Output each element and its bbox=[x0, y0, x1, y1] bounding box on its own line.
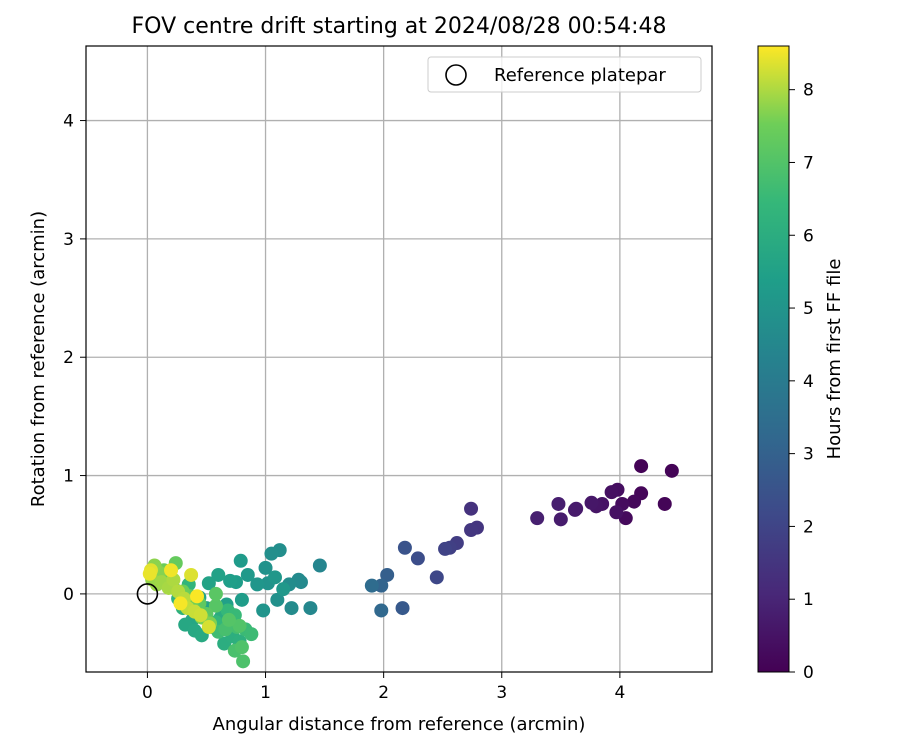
data-point bbox=[658, 497, 672, 511]
data-point bbox=[234, 554, 248, 568]
data-point bbox=[430, 570, 444, 584]
colorbar-tick-label: 0 bbox=[803, 663, 814, 683]
data-point bbox=[194, 608, 208, 622]
data-point bbox=[256, 603, 270, 617]
colorbar-tick-label: 4 bbox=[803, 372, 814, 392]
data-point bbox=[464, 523, 478, 537]
data-point bbox=[609, 505, 623, 519]
legend-label-reference-platepar: Reference platepar bbox=[494, 65, 666, 86]
data-point bbox=[164, 563, 178, 577]
data-point bbox=[303, 601, 317, 615]
colorbar-ticks: 0 1 2 3 4 5 6 7 8 bbox=[789, 81, 814, 683]
y-axis-label: Rotation from reference (arcmin) bbox=[28, 211, 49, 507]
data-point bbox=[209, 587, 223, 601]
data-point bbox=[264, 547, 278, 561]
data-point bbox=[276, 582, 290, 596]
data-point bbox=[202, 620, 216, 634]
data-point bbox=[411, 551, 425, 565]
colorbar-tick-label: 1 bbox=[803, 590, 814, 610]
data-point bbox=[244, 627, 258, 641]
data-point bbox=[313, 558, 327, 572]
data-point bbox=[143, 567, 157, 581]
data-point bbox=[627, 495, 641, 509]
colorbar-label: Hours from first FF file bbox=[824, 259, 845, 460]
data-point bbox=[551, 497, 565, 511]
colorbar-tick-label: 3 bbox=[803, 445, 814, 465]
colorbar-tick-label: 5 bbox=[803, 299, 814, 319]
data-point bbox=[438, 542, 452, 556]
data-point bbox=[235, 593, 249, 607]
data-point bbox=[464, 502, 478, 516]
y-tick-label: 1 bbox=[63, 467, 74, 487]
legend: Reference platepar bbox=[428, 57, 701, 92]
data-point bbox=[184, 568, 198, 582]
x-tick-label: 2 bbox=[378, 683, 389, 703]
x-tick-label: 3 bbox=[496, 683, 507, 703]
data-point bbox=[365, 579, 379, 593]
y-axis-ticks: 0 1 2 3 4 bbox=[63, 112, 86, 605]
x-tick-label: 4 bbox=[614, 683, 625, 703]
data-point bbox=[634, 459, 648, 473]
data-point bbox=[268, 570, 282, 584]
data-point bbox=[569, 502, 583, 516]
colorbar: 0 1 2 3 4 5 6 7 8 Hours from first FF file bbox=[758, 46, 845, 683]
y-tick-label: 0 bbox=[63, 585, 74, 605]
chart-title: FOV centre drift starting at 2024/08/28 … bbox=[132, 14, 667, 39]
colorbar-tick-label: 8 bbox=[803, 81, 814, 101]
data-point bbox=[665, 464, 679, 478]
data-point bbox=[530, 511, 544, 525]
data-point bbox=[235, 640, 249, 654]
x-tick-label: 0 bbox=[142, 683, 153, 703]
data-point bbox=[398, 541, 412, 555]
data-points bbox=[143, 459, 679, 668]
data-point bbox=[396, 601, 410, 615]
data-point bbox=[173, 596, 187, 610]
y-tick-label: 3 bbox=[63, 230, 74, 250]
data-point bbox=[605, 485, 619, 499]
data-point bbox=[585, 496, 599, 510]
data-point bbox=[285, 601, 299, 615]
y-tick-label: 4 bbox=[63, 112, 74, 132]
y-tick-label: 2 bbox=[63, 348, 74, 368]
data-point bbox=[374, 603, 388, 617]
colorbar-tick-label: 2 bbox=[803, 517, 814, 537]
colorbar-gradient bbox=[758, 46, 789, 672]
data-point bbox=[236, 654, 250, 668]
data-point bbox=[241, 568, 255, 582]
x-axis-ticks: 0 1 2 3 4 bbox=[142, 672, 625, 703]
data-point bbox=[554, 512, 568, 526]
colorbar-tick-label: 7 bbox=[803, 153, 814, 173]
x-tick-label: 1 bbox=[260, 683, 271, 703]
data-point bbox=[222, 613, 236, 627]
x-axis-label: Angular distance from reference (arcmin) bbox=[213, 714, 586, 735]
data-point bbox=[190, 589, 204, 603]
colorbar-tick-label: 6 bbox=[803, 226, 814, 246]
